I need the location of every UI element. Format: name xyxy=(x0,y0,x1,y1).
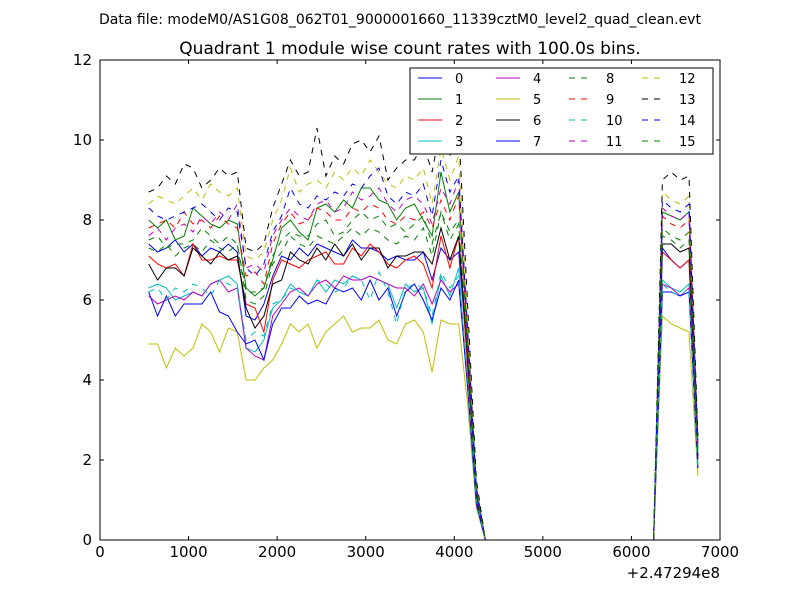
x-tick-label: 1000 xyxy=(169,543,207,561)
series-line-8 xyxy=(148,210,699,541)
legend-label-6: 6 xyxy=(533,114,541,129)
series-line-5 xyxy=(148,314,699,541)
y-tick-label: 4 xyxy=(82,371,92,389)
y-tick-label: 6 xyxy=(82,291,92,309)
legend-label-4: 4 xyxy=(533,72,541,87)
y-tick-label: 2 xyxy=(82,451,92,469)
legend-label-13: 13 xyxy=(679,93,696,108)
series-line-7 xyxy=(148,278,699,541)
legend-label-12: 12 xyxy=(679,72,696,87)
legend-label-5: 5 xyxy=(533,93,541,108)
x-tick-label: 7000 xyxy=(701,543,739,561)
legend-label-2: 2 xyxy=(455,114,463,129)
x-tick-label: 6000 xyxy=(612,543,650,561)
x-tick-label: 5000 xyxy=(524,543,562,561)
legend-frame xyxy=(409,67,714,155)
y-tick-label: 8 xyxy=(82,211,92,229)
y-tick-label: 10 xyxy=(73,131,92,149)
series-line-2 xyxy=(148,235,699,541)
legend-label-1: 1 xyxy=(455,93,463,108)
series-line-15 xyxy=(148,210,699,541)
series-line-6 xyxy=(148,226,699,541)
legend-label-9: 9 xyxy=(606,93,614,108)
legend-label-3: 3 xyxy=(455,135,463,150)
series-line-10 xyxy=(148,270,699,541)
legend-label-15: 15 xyxy=(679,135,696,150)
legend-label-14: 14 xyxy=(679,114,696,129)
x-tick-label: 3000 xyxy=(347,543,385,561)
legend-label-7: 7 xyxy=(533,135,541,150)
legend-label-0: 0 xyxy=(455,72,463,87)
data-file-suptitle: Data file: modeM0/AS1G08_062T01_90000016… xyxy=(99,12,701,28)
plot-lines xyxy=(148,123,699,541)
legend-label-8: 8 xyxy=(606,72,614,87)
x-offset-label: +2.47294e8 xyxy=(627,564,720,582)
series-line-11 xyxy=(148,179,699,541)
legend-label-11: 11 xyxy=(606,135,623,150)
chart-title: Quadrant 1 module wise count rates with … xyxy=(179,39,640,59)
series-line-9 xyxy=(148,195,699,541)
x-tick-label: 0 xyxy=(95,543,105,561)
legend-label-10: 10 xyxy=(606,114,623,129)
y-tick-label: 0 xyxy=(82,531,92,549)
series-line-12 xyxy=(148,147,699,541)
x-tick-label: 4000 xyxy=(435,543,473,561)
x-axis: 0 1000 2000 3000 4000 5000 6000 7000 xyxy=(95,60,739,561)
y-tick-label: 12 xyxy=(73,51,92,69)
x-tick-label: 2000 xyxy=(258,543,296,561)
series-line-14 xyxy=(148,159,699,541)
series-line-4 xyxy=(148,275,699,541)
series-line-3 xyxy=(148,267,699,541)
